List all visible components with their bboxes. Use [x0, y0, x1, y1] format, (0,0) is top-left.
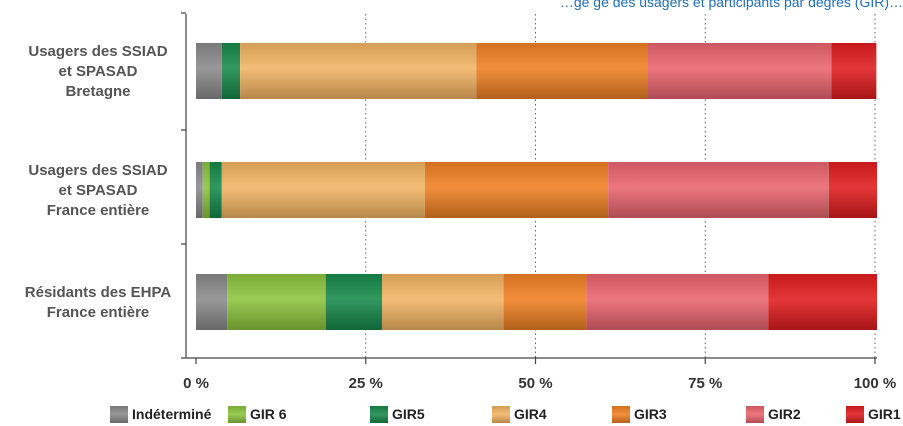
bar-segment	[586, 274, 769, 330]
legend-label: GIR5	[392, 406, 425, 422]
legend-swatch	[228, 405, 246, 423]
category-label: Usagers des SSIAD	[28, 43, 167, 60]
category-label: France entière	[47, 304, 150, 321]
bar-segment	[647, 43, 832, 99]
category-label: Résidants des EHPA	[25, 284, 172, 301]
bar-segment	[196, 43, 222, 99]
category-label: et SPASAD	[59, 182, 138, 199]
chart-legend: Indéterminé GIR 6 GIR5 GIR4 GIR3 GIR2 GIR1	[0, 404, 903, 426]
legend-item: GIR3	[612, 404, 667, 424]
legend-swatch	[746, 405, 764, 423]
bar-segment	[221, 43, 241, 99]
bar-segment	[196, 162, 203, 218]
chart-title: …ge ge des usagers et participants par d…	[559, 0, 903, 10]
legend-label: GIR3	[634, 406, 667, 422]
x-tick-label: 50 %	[518, 375, 552, 392]
legend-swatch	[110, 405, 128, 423]
category-label: Usagers des SSIAD	[28, 162, 167, 179]
category-label: France entière	[47, 202, 150, 219]
legend-item: GIR 6	[228, 404, 287, 424]
stacked-bar-chart: 0 % 25 % 50 % 75 % 100 % Usagers des SSIAD et …	[25, 12, 897, 392]
legend-label: GIR 6	[250, 406, 287, 422]
legend-item: GIR1	[846, 404, 901, 424]
legend-item: GIR2	[746, 404, 801, 424]
bar-segment	[768, 274, 878, 330]
x-tick-label: 25 %	[349, 375, 383, 392]
bar-segment	[476, 43, 648, 99]
bar-segment	[382, 274, 504, 330]
legend-item: Indéterminé	[110, 404, 211, 424]
bar-segment	[828, 162, 878, 218]
bar-segment	[221, 162, 425, 218]
category-label: et SPASAD	[59, 63, 138, 80]
bar-segment	[227, 274, 326, 330]
bar-segment	[831, 43, 877, 99]
legend-swatch	[370, 405, 388, 423]
legend-swatch	[846, 405, 864, 423]
bar-segment	[325, 274, 383, 330]
legend-label: GIR4	[514, 406, 547, 422]
bar-segment	[202, 162, 210, 218]
category-label: Bretagne	[65, 83, 130, 100]
legend-label: GIR1	[868, 406, 901, 422]
legend-label: Indéterminé	[132, 406, 212, 422]
legend-label: GIR2	[768, 406, 801, 422]
bar-segment	[196, 274, 228, 330]
legend-swatch	[612, 405, 630, 423]
x-tick-label: 75 %	[688, 375, 722, 392]
bar-segment	[424, 162, 609, 218]
bar-segment	[503, 274, 587, 330]
x-tick-label: 0 %	[183, 375, 209, 392]
legend-swatch	[492, 405, 510, 423]
bar-segment	[209, 162, 222, 218]
legend-item: GIR4	[492, 404, 547, 424]
legend-item: GIR5	[370, 404, 425, 424]
x-tick-label: 100 %	[854, 375, 897, 392]
bar-segment	[608, 162, 829, 218]
bar-segment	[240, 43, 477, 99]
